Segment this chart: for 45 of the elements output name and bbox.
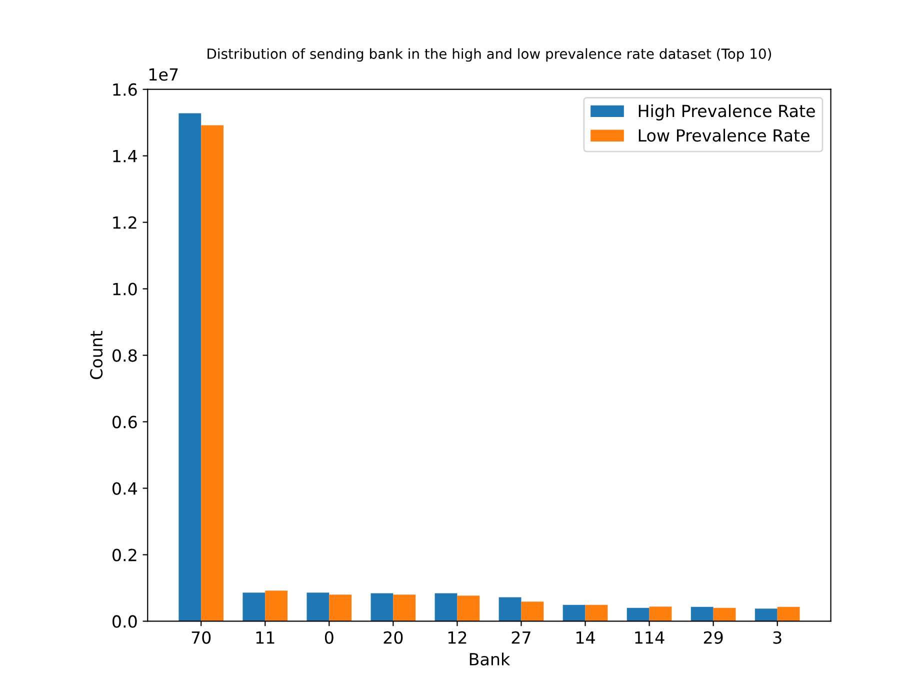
- bar: [754, 608, 778, 622]
- bar: [242, 592, 266, 622]
- bar: [370, 593, 394, 622]
- bar: [178, 113, 202, 622]
- bar: [626, 608, 650, 622]
- y-tick-label: 0.6: [112, 416, 137, 428]
- text: 1e7: [149, 68, 178, 81]
- bar: [713, 608, 736, 622]
- bar: [329, 594, 352, 622]
- x-tick-label: 12: [448, 631, 466, 644]
- x-tick-label: 3: [773, 631, 782, 644]
- y-tick-label: 0.0: [112, 615, 137, 628]
- x-tick-label: 0: [324, 631, 334, 644]
- bar: [690, 606, 714, 622]
- x-tick-label: 27: [512, 631, 530, 644]
- y-tick-label: 1.0: [113, 282, 137, 296]
- x-tick-label: 114: [635, 631, 664, 644]
- bar: [201, 125, 224, 622]
- bar: [521, 602, 544, 622]
- x-axis-title: Bank: [470, 652, 510, 666]
- y-tick-label: 0.4: [112, 482, 137, 495]
- legend-label: Low Prevalence Rate: [638, 128, 810, 142]
- bar: [434, 593, 458, 622]
- bar: [585, 604, 608, 622]
- y-tick-label: 0.8: [112, 349, 137, 362]
- bar: [562, 604, 586, 622]
- bar: [306, 592, 330, 622]
- y-tick-label: 1.4: [113, 150, 137, 162]
- y-tick-label: 0.2: [112, 548, 136, 562]
- x-tick-label: 29: [704, 631, 723, 644]
- y-tick-label: 1.6: [113, 83, 137, 96]
- chart-title: Distribution of sending bank in the high and low prevalence rate dataset (Top 10): [208, 48, 772, 62]
- y-axis-title: Count: [90, 330, 103, 380]
- x-tick-label: 20: [384, 631, 403, 644]
- bar: [498, 597, 522, 622]
- bar: [777, 606, 800, 622]
- bar: [649, 606, 672, 622]
- bar: [393, 594, 416, 622]
- x-tick-label: 14: [576, 631, 595, 644]
- y-tick-label: 1.2: [113, 216, 136, 229]
- legend-label: High Prevalence Rate: [638, 104, 815, 120]
- x-tick-label: 70: [192, 631, 211, 644]
- bar: [457, 596, 480, 622]
- bar: [265, 590, 288, 622]
- x-tick-label: 11: [256, 631, 274, 644]
